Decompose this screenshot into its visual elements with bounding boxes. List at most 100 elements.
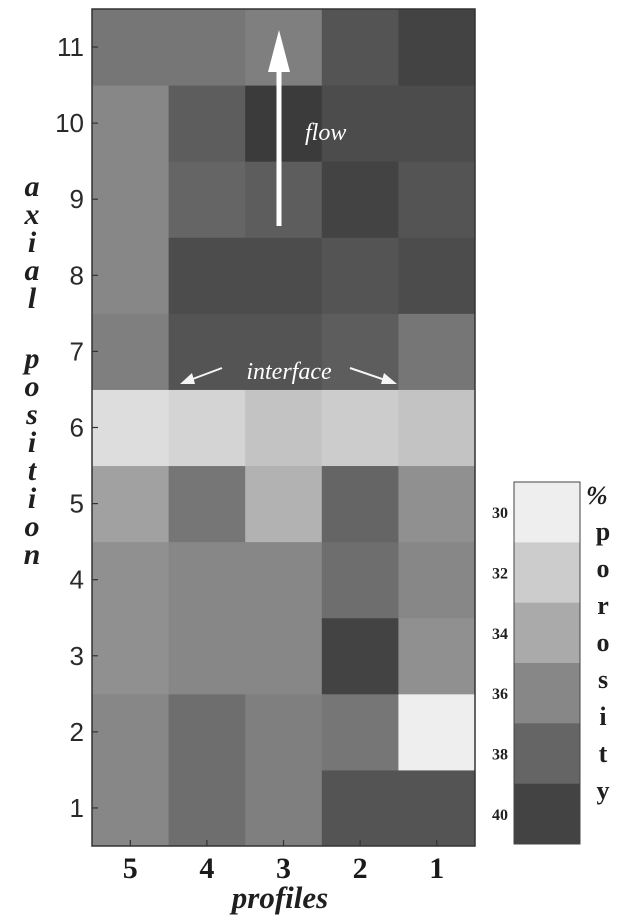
heatmap-cell-profile-3-position-1	[245, 769, 323, 847]
colorbar-segment	[514, 723, 580, 785]
y-tick-label-4: 4	[70, 565, 84, 595]
y-axis-label-letter: o	[25, 510, 40, 543]
colorbar-tick-36: 36	[492, 686, 508, 703]
heatmap-cell-profile-2-position-3	[321, 617, 399, 695]
heatmap-cell-profile-1-position-8	[398, 237, 476, 314]
x-tick-label-5: 5	[123, 852, 138, 885]
heatmap-cell-profile-3-position-9	[245, 161, 323, 238]
heatmap-cell-profile-3-position-2	[245, 693, 323, 771]
interface-annotation: interface	[246, 359, 332, 385]
heatmap-cell-profile-1-position-5	[398, 465, 476, 543]
heatmap-cell-profile-5-position-10	[92, 85, 170, 162]
colorbar-title-letter: p	[596, 517, 610, 546]
heatmap-cell-profile-2-position-9	[321, 161, 399, 238]
heatmap-cell-profile-2-position-10	[321, 85, 399, 162]
y-tick-label-2: 2	[70, 717, 84, 747]
heatmap-cell-profile-1-position-10	[398, 85, 476, 162]
heatmap-cell-profile-2-position-8	[321, 237, 399, 314]
y-tick-label-3: 3	[70, 641, 84, 671]
heatmap-cell-profile-1-position-4	[398, 541, 476, 619]
heatmap-cell-profile-4-position-6	[168, 389, 246, 467]
x-tick-label-4: 4	[199, 852, 214, 885]
colorbar-title-letter: o	[597, 628, 610, 657]
heatmap-cell-profile-4-position-8	[168, 237, 246, 314]
heatmap-cell-profile-2-position-11	[321, 9, 399, 86]
colorbar-tick-30: 30	[492, 505, 508, 522]
colorbar-title-letter: s	[598, 665, 608, 694]
colorbar	[514, 482, 580, 845]
y-axis-label-letter: l	[28, 282, 37, 315]
heatmap-cell-profile-3-position-5	[245, 465, 323, 543]
heatmap-cell-profile-1-position-6	[398, 389, 476, 467]
x-tick-label-2: 2	[353, 852, 368, 885]
heatmap-cell-profile-4-position-11	[168, 9, 246, 86]
x-axis-label: profiles	[229, 880, 328, 915]
y-axis-label-letter: s	[25, 398, 38, 431]
heatmap-cell-profile-5-position-11	[92, 9, 170, 86]
heatmap-cell-profile-5-position-7	[92, 313, 170, 390]
heatmap-cell-profile-2-position-5	[321, 465, 399, 543]
colorbar-segment	[514, 542, 580, 604]
x-tick-labels: 5 4 3 2 1	[123, 840, 444, 885]
y-axis-label-letter: t	[28, 454, 38, 487]
y-tick-label-9: 9	[70, 184, 84, 214]
heatmap-cell-profile-5-position-6	[92, 389, 170, 467]
colorbar-tick-34: 34	[492, 626, 508, 643]
y-axis-label-letter: i	[28, 226, 37, 259]
heatmap-cell-profile-1-position-2	[398, 693, 476, 771]
heatmap-cell-profile-3-position-11	[245, 9, 323, 86]
heatmap-cell-profile-5-position-1	[92, 769, 170, 847]
y-axis-label-letter: n	[24, 538, 41, 571]
heatmap-cell-profile-5-position-4	[92, 541, 170, 619]
heatmap-cell-profile-4-position-3	[168, 617, 246, 695]
heatmap-cell-profile-5-position-9	[92, 161, 170, 238]
heatmap-cell-profile-3-position-7	[245, 313, 323, 390]
heatmap-cell-profile-5-position-8	[92, 237, 170, 314]
y-axis-label-letter: x	[24, 198, 40, 231]
y-tick-label-11: 11	[57, 32, 84, 62]
heatmap-cell-profile-3-position-10	[245, 85, 323, 162]
colorbar-segment	[514, 602, 580, 664]
colorbar-segment	[514, 663, 580, 724]
heatmap-cell-profile-4-position-5	[168, 465, 246, 543]
heatmap-cell-profile-3-position-8	[245, 237, 323, 314]
heatmap-cell-profile-2-position-1	[321, 769, 399, 847]
heatmap-cell-profile-4-position-9	[168, 161, 246, 238]
interface-arrows	[180, 367, 397, 384]
heatmap-cell-profile-5-position-3	[92, 617, 170, 695]
heatmap-cell-profile-4-position-4	[168, 541, 246, 619]
heatmap-cell-profile-2-position-4	[321, 541, 399, 619]
heatmap-cell-profile-4-position-1	[168, 769, 246, 847]
colorbar-title-letter: y	[597, 776, 610, 805]
colorbar-title-letter: i	[599, 702, 606, 731]
y-axis-label-letter: o	[25, 370, 40, 403]
colorbar-tick-38: 38	[492, 747, 508, 764]
colorbar-segment	[514, 482, 580, 543]
heatmap-cells	[92, 9, 476, 847]
flow-arrow	[268, 30, 290, 226]
heatmap-cell-profile-3-position-4	[245, 541, 323, 619]
heatmap-cell-profile-1-position-9	[398, 161, 476, 238]
heatmap-cell-profile-2-position-2	[321, 693, 399, 771]
colorbar-tick-labels: 30 32 34 36 38 40	[492, 505, 508, 824]
y-tick-label-7: 7	[70, 336, 84, 366]
colorbar-title-letter: r	[597, 591, 609, 620]
heatmap-cell-profile-4-position-10	[168, 85, 246, 162]
y-tick-label-8: 8	[70, 260, 84, 290]
y-axis-label-letter: a	[25, 170, 40, 203]
colorbar-tick-40: 40	[492, 807, 508, 824]
colorbar-segment	[514, 783, 580, 845]
heatmap-cell-profile-3-position-3	[245, 617, 323, 695]
y-tick-labels: 1 2 3 4 5 6 7 8 9 10 11	[55, 32, 98, 823]
flow-annotation: flow	[305, 120, 346, 146]
colorbar-title-letter: o	[597, 554, 610, 583]
heatmap-cell-profile-1-position-7	[398, 313, 476, 390]
heatmap-cell-profile-4-position-7	[168, 313, 246, 390]
heatmap-cell-profile-5-position-2	[92, 693, 170, 771]
y-tick-label-5: 5	[70, 489, 84, 519]
y-axis-label-letter: i	[28, 426, 37, 459]
heatmap-cell-profile-5-position-5	[92, 465, 170, 543]
